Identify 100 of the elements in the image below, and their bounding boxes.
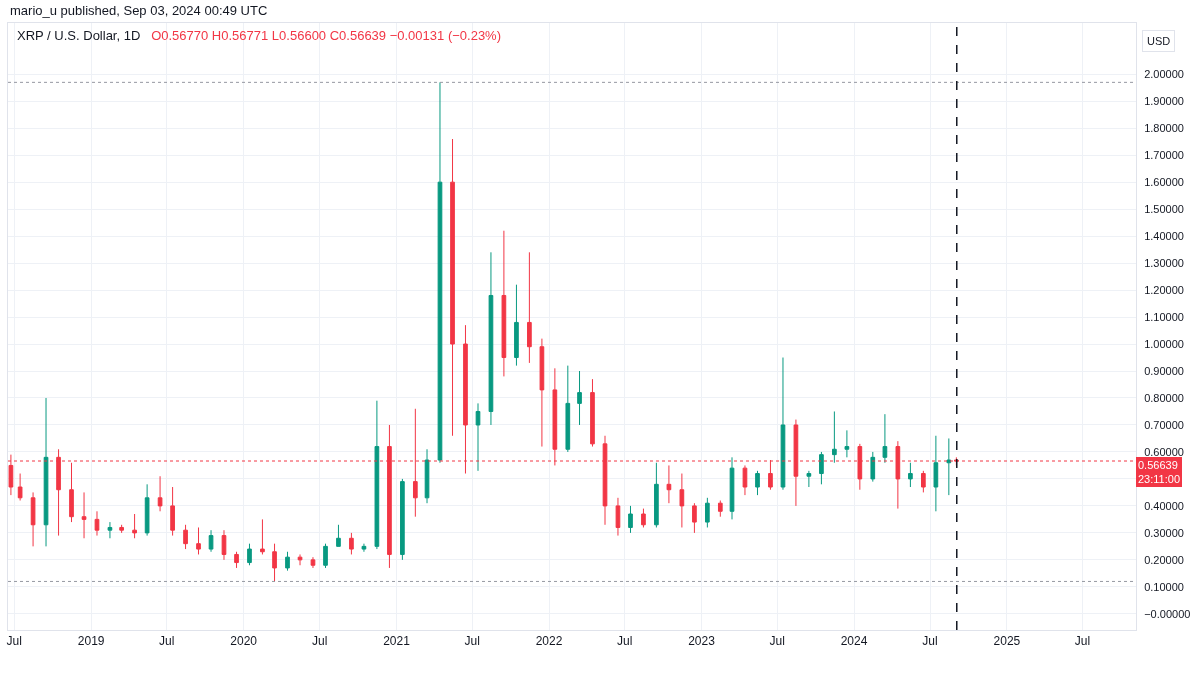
- y-tick-label: 0.20000: [1144, 553, 1184, 566]
- y-tick-label: 1.10000: [1144, 310, 1184, 323]
- candlestick: [514, 284, 519, 367]
- x-tick-label: Jul: [922, 634, 938, 649]
- candlestick: [475, 402, 481, 472]
- x-tick-label: Jul: [464, 634, 480, 649]
- candlestick: [832, 410, 837, 464]
- text: mario_u published, Sep 03, 2024 00:49 UTC: [10, 3, 268, 18]
- x-tick-label: 2024: [840, 634, 868, 649]
- candlestick: [450, 138, 455, 437]
- x-tick-label: Jul: [769, 634, 785, 649]
- y-tick-label: 2.00000: [1144, 68, 1184, 81]
- y-tick-label: 0.60000: [1144, 445, 1184, 458]
- candlestick: [705, 497, 710, 528]
- candlestick: [882, 413, 888, 464]
- y-tick-label: 0.80000: [1144, 391, 1184, 404]
- x-tick-label: 2023: [688, 634, 716, 649]
- x-tick-label: Jul: [311, 634, 328, 649]
- candlestick: [17, 473, 23, 502]
- candlestick: [666, 464, 672, 504]
- y-tick-label: 1.80000: [1144, 122, 1184, 135]
- y-tick-label: 1.70000: [1144, 149, 1184, 162]
- y-tick-label: 1.90000: [1144, 95, 1184, 108]
- candlestick: [527, 251, 532, 364]
- candlestick: [400, 478, 405, 561]
- candlestick: [170, 486, 175, 537]
- candlestick: [590, 378, 595, 448]
- candlestick: [107, 521, 113, 539]
- candlestick: [615, 497, 621, 537]
- candlestick: [501, 230, 507, 377]
- candlestick: [654, 462, 659, 528]
- chart-title: XRP / U.S. Dollar, 1D: [17, 27, 141, 43]
- candlestick: [94, 510, 100, 537]
- candlestick: [577, 370, 582, 426]
- y-axis-title: USD: [1147, 35, 1171, 47]
- candlestick: [539, 338, 545, 448]
- y-tick-label: 0.90000: [1144, 364, 1184, 377]
- x-tick-label: 2020: [230, 634, 258, 649]
- y-tick-label: 1.20000: [1144, 283, 1184, 296]
- candlestick: [234, 551, 239, 569]
- candlestick: [780, 357, 786, 491]
- candlestick: [349, 532, 354, 555]
- candlestick: [565, 365, 571, 453]
- candlestick: [933, 435, 939, 512]
- candlestick: [908, 462, 913, 488]
- candlestick: [196, 526, 201, 555]
- x-tick-label: Jul: [159, 634, 175, 649]
- candlestick: [755, 470, 760, 496]
- candlestick: [870, 451, 876, 483]
- y-tick-label: 0.70000: [1144, 418, 1184, 431]
- x-tick-label: Jul: [6, 634, 22, 649]
- candlestick: [30, 491, 36, 547]
- candlestick: [132, 513, 137, 539]
- x-tick-label: Jul: [616, 634, 633, 649]
- y-tick-label: −0.00000: [1144, 607, 1191, 620]
- chart-subtitle: O0.56770 H0.56771 L0.56600 C0.56639 −0.00131 (−0.23%): [151, 27, 502, 43]
- x-tick-label: 2025: [993, 634, 1021, 649]
- y-tick-label: 1.30000: [1144, 256, 1184, 269]
- candlestick: [628, 505, 633, 534]
- candlestick: [144, 483, 150, 537]
- candlestick: [641, 508, 646, 528]
- candlestick: [157, 475, 163, 512]
- candlestick: [119, 524, 124, 534]
- candlestick: [260, 518, 265, 555]
- y-tick-label: 0.40000: [1144, 499, 1184, 512]
- candlestick: [424, 448, 430, 504]
- candlestick: [69, 462, 74, 523]
- candlestick: [221, 529, 227, 561]
- candlestick: [921, 470, 926, 493]
- candlestick: [488, 251, 494, 426]
- candlestick: [437, 81, 443, 464]
- y-tick-label: 0.10000: [1144, 580, 1184, 593]
- candlestick: [717, 500, 723, 518]
- candlestick: [285, 551, 290, 572]
- candlestick: [819, 451, 824, 485]
- candlestick: [361, 543, 367, 553]
- candlestick: [297, 553, 303, 566]
- candlestick: [183, 524, 188, 550]
- candlestick: [310, 556, 316, 569]
- candlestick: [679, 473, 685, 528]
- candlestick: [742, 464, 748, 496]
- candlestick: [336, 524, 341, 547]
- candlestick: [729, 456, 735, 520]
- candlestick: [806, 470, 812, 488]
- candlestick: [43, 397, 49, 547]
- x-tick-label: Jul: [1074, 634, 1091, 649]
- y-tick-label: 1.40000: [1144, 229, 1184, 242]
- candlestick: [208, 529, 214, 553]
- candlestick: [272, 543, 277, 582]
- candlestick: [323, 543, 328, 569]
- candlestick: [374, 400, 380, 550]
- candlestick: [692, 502, 697, 534]
- y-tick-label: 1.50000: [1144, 203, 1184, 215]
- candlestick: [81, 491, 87, 539]
- y-tick-label: 0.30000: [1144, 526, 1184, 539]
- candlestick: [844, 429, 850, 458]
- x-tick-label: 2019: [77, 634, 105, 649]
- candlestick: [946, 437, 952, 496]
- x-tick-label: 2021: [383, 634, 411, 649]
- ref-line-label: 0.56639 23:11:00: [1138, 459, 1181, 486]
